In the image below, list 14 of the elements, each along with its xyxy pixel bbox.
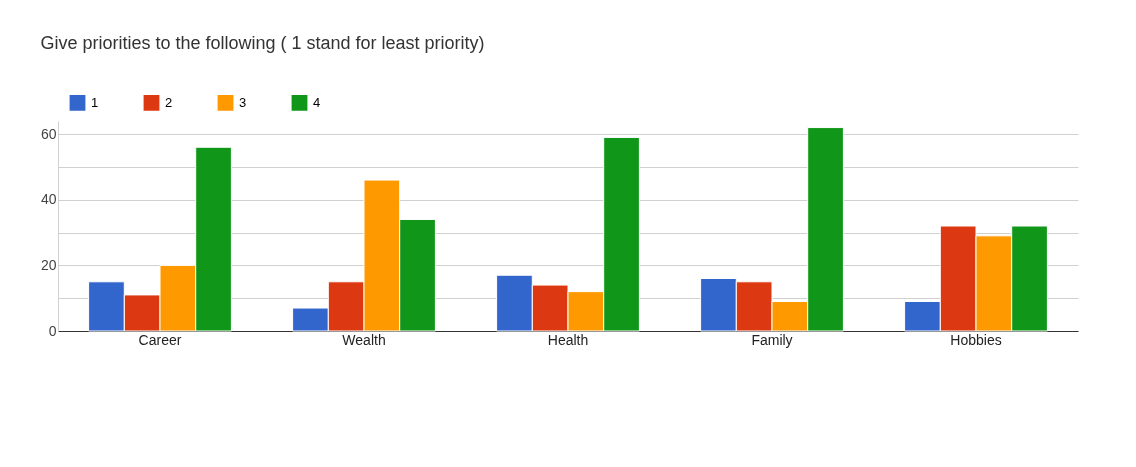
x-tick-label: Health bbox=[547, 331, 589, 348]
chart-title: Give priorities to the following ( 1 stand for least priority) bbox=[40, 33, 485, 53]
y-tick-label: 0 bbox=[48, 322, 57, 339]
y-tick-label: 20 bbox=[40, 256, 57, 273]
y-tick-label: 60 bbox=[40, 125, 57, 142]
y-tick-label: 40 bbox=[40, 191, 57, 208]
legend-label: 3 bbox=[239, 94, 247, 110]
x-tick-label: Family bbox=[751, 331, 793, 348]
legend-label: 2 bbox=[165, 94, 173, 110]
legend-label: 4 bbox=[313, 94, 321, 110]
x-tick-label: Wealth bbox=[342, 331, 386, 348]
x-tick-label: Career bbox=[138, 331, 182, 348]
legend-label: 1 bbox=[91, 94, 99, 110]
x-tick-label: Hobbies bbox=[950, 331, 1002, 348]
